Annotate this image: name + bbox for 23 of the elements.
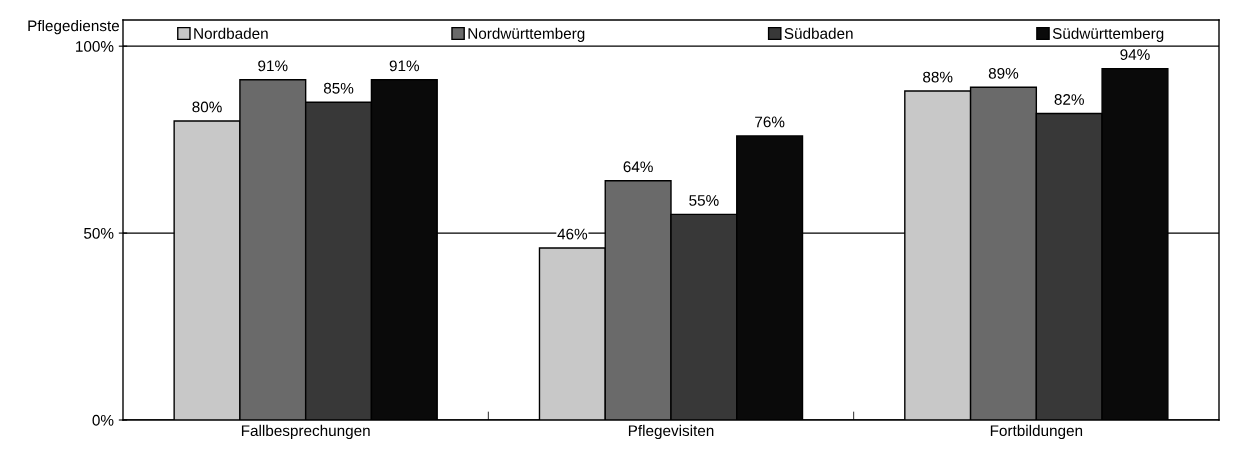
x-tick-label: Fallbesprechungen <box>241 424 370 440</box>
data-label: 91% <box>389 60 420 72</box>
data-label: 85% <box>323 82 354 94</box>
legend-label: Nordwürttemberg <box>468 27 585 42</box>
data-label: 80% <box>192 101 222 113</box>
data-label: 88% <box>923 71 953 83</box>
data-label: 64% <box>623 161 653 173</box>
x-tick-label: Pflegevisiten <box>628 424 714 440</box>
legend-label: Nordbaden <box>194 27 268 39</box>
legend-label: Südbaden <box>784 27 853 39</box>
data-label: 46% <box>557 228 588 240</box>
legend-label: Südwürttemberg <box>1052 27 1164 42</box>
data-label: 82% <box>1054 94 1084 105</box>
x-tick-label: Fortbildungen <box>990 424 1083 440</box>
y-tick-label: 50% <box>84 227 114 239</box>
y-tick-label: 0% <box>92 414 114 426</box>
data-label: 94% <box>1120 49 1150 61</box>
data-label: 89% <box>988 67 1019 79</box>
data-label: 91% <box>258 60 288 72</box>
data-label: 76% <box>755 116 785 128</box>
y-axis-title: Pflegedienste <box>28 20 120 35</box>
y-tick-label: 100% <box>76 41 114 52</box>
data-label: 55% <box>689 195 719 206</box>
